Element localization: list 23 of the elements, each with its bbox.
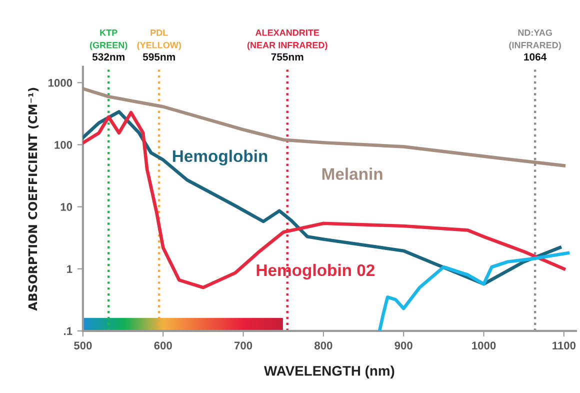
series-label: Melanin [322, 168, 382, 180]
y-axis-title: ABSORPTION COEFFICIENT (CM⁻¹) [28, 88, 39, 311]
series-label: Hemoglobin [172, 150, 268, 166]
line-series [378, 251, 570, 331]
series-label: Hemoglobin 02 [256, 264, 374, 280]
x-tick-label: 500 [74, 342, 92, 350]
y-tick-label: 1 [67, 265, 72, 273]
x-tick-label: 600 [154, 342, 172, 350]
x-tick-label: 800 [314, 342, 332, 350]
y-tick-label: 1000 [48, 78, 72, 87]
ref-line-label: KTP (GREEN) 532nm [90, 30, 128, 61]
y-tick-label: 100 [54, 140, 72, 149]
ref-line-label: ND:YAG (INFRARED) 1064 [509, 29, 561, 61]
y-tick-label: .1 [64, 327, 72, 335]
line-series [82, 87, 566, 168]
x-tick-label: 1100 [552, 342, 576, 350]
x-tick-label: 700 [234, 342, 252, 350]
ref-line-label: ALEXANDRITE (NEAR INFRARED) 755nm [247, 30, 328, 61]
y-tick-label: 10 [60, 203, 72, 211]
x-tick-label: 900 [394, 342, 412, 350]
x-axis-title: WAVELENGTH (nm) [264, 366, 394, 379]
ref-line-label: PDL (YELLOW) 595nm [137, 30, 181, 61]
x-tick-label: 1000 [472, 342, 496, 350]
